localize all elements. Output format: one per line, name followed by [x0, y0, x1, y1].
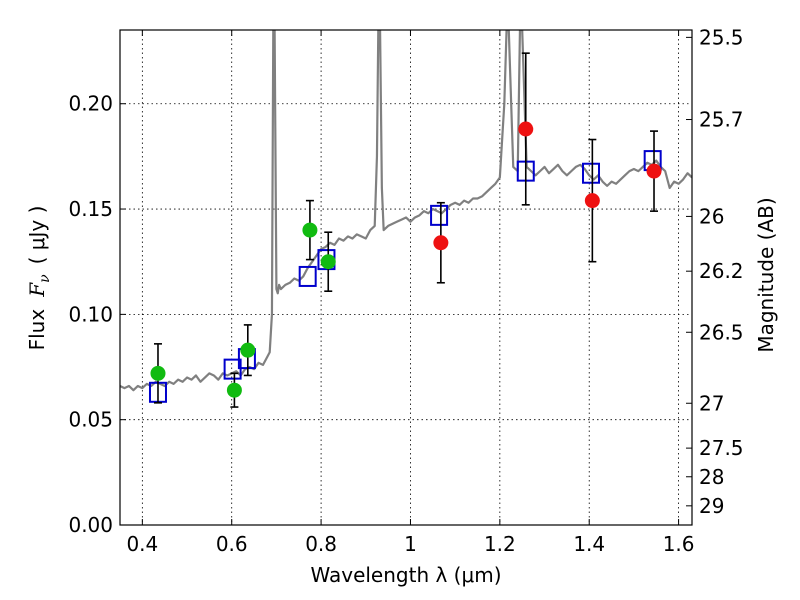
y2-tick-label: 26.5 — [699, 320, 744, 344]
observed-point — [433, 235, 449, 251]
x-tick-label: 0.8 — [305, 532, 337, 556]
y2-tick-label: 28 — [699, 465, 724, 489]
x-tick-label: 1.6 — [663, 532, 695, 556]
y-axis-title-text: Flux — [25, 309, 49, 351]
x-tick-label: 1.4 — [573, 532, 605, 556]
observed-point — [150, 365, 166, 381]
observed-point — [320, 254, 336, 270]
y-axis-title: Flux Fν ( μJy ) — [25, 206, 53, 351]
y-tick-label: 0.15 — [68, 197, 113, 221]
axes-ticks: 0.4 0.6 0.8 1 1.2 1.4 1.6 0.00 0.05 0.10 0.15 0.20 2… — [68, 25, 743, 556]
observed-point — [518, 121, 534, 137]
plot-data — [120, 30, 692, 392]
plot-frame — [119, 29, 693, 526]
y-axis-title-symbol: F — [25, 282, 49, 298]
model-square-point — [582, 162, 601, 184]
y2-tick-label: 27 — [699, 391, 724, 415]
model-square-point — [430, 204, 449, 226]
y2-tick-label: 25.5 — [699, 25, 744, 49]
observed-point — [226, 382, 242, 398]
observed-point — [240, 342, 256, 358]
x-axis-title: Wavelength λ (μm) — [310, 563, 501, 587]
x-tick-label: 1 — [404, 532, 417, 556]
observed-point — [302, 222, 318, 238]
y-axis-title-units: ( μJy ) — [25, 206, 49, 265]
y-tick-label: 0.10 — [68, 302, 113, 326]
y2-tick-label: 27.5 — [699, 436, 744, 460]
markers — [148, 52, 662, 408]
model-square-point — [223, 358, 242, 380]
y2-tick-label: 29 — [699, 494, 724, 518]
spectrum-line — [120, 30, 692, 392]
model-square-point — [298, 265, 317, 287]
x-tick-label: 0.6 — [216, 532, 248, 556]
y2-tick-label: 25.7 — [699, 108, 744, 132]
y-axis-title-subscript: ν — [37, 274, 53, 283]
x-tick-label: 0.4 — [126, 532, 158, 556]
y-tick-label: 0.00 — [68, 513, 113, 537]
observed-point — [584, 193, 600, 209]
y-tick-label: 0.20 — [68, 92, 113, 116]
y2-axis-title: Magnitude (AB) — [754, 197, 778, 352]
y2-tick-label: 26.2 — [699, 259, 744, 283]
observed-point — [646, 163, 662, 179]
grid — [120, 30, 692, 525]
x-tick-label: 1.2 — [484, 532, 516, 556]
y2-tick-label: 26 — [699, 204, 724, 228]
y-tick-label: 0.05 — [68, 408, 113, 432]
